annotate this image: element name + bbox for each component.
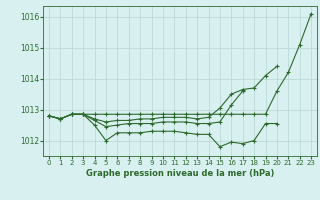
X-axis label: Graphe pression niveau de la mer (hPa): Graphe pression niveau de la mer (hPa)	[86, 169, 274, 178]
